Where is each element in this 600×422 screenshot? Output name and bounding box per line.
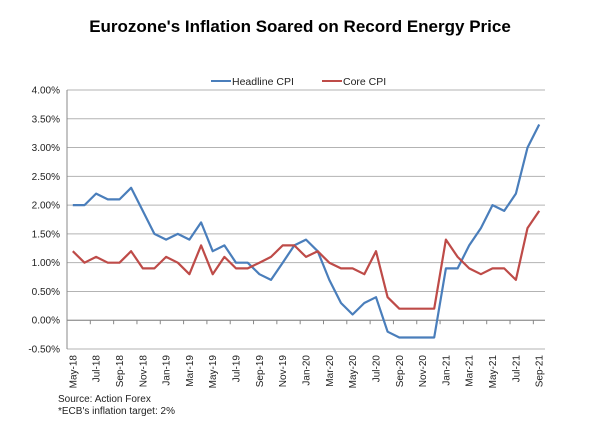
y-axis-ticks: -0.50% 0.00% 0.50% 1.00% 1.50% 2.00% 2.50% 3.00… [28, 86, 60, 356]
y-tick-label: 2.50% [32, 172, 60, 183]
x-axis-ticks: May-18 Jul-18 Sep-18 Nov-18 Jan-19 Mar-19 May-… [68, 355, 545, 389]
x-tick-label: Jul-21 [511, 355, 522, 383]
y-tick-label: 2.00% [32, 201, 60, 212]
series-line-headline-cpi [72, 124, 541, 339]
x-tick-label: Sep-21 [535, 355, 546, 388]
legend-label: Core CPI [343, 76, 386, 88]
y-tick-label: 0.00% [32, 316, 60, 327]
series-line-core-cpi [72, 210, 541, 310]
x-tick-label: Mar-20 [325, 355, 336, 387]
x-tick-label: Mar-19 [185, 355, 196, 387]
legend: Headline CPI Core CPI [211, 76, 386, 88]
x-tick-label: Sep-19 [255, 355, 266, 388]
x-tick-label: Nov-20 [418, 355, 429, 388]
axes [66, 90, 545, 349]
x-tick-label: Jan-20 [302, 355, 313, 386]
x-tick-label: Nov-19 [278, 355, 289, 388]
x-tick-label: Nov-18 [138, 355, 149, 388]
target-note: *ECB's inflation target: 2% [58, 406, 175, 417]
y-tick-label: 0.50% [32, 287, 60, 298]
x-tick-label: May-18 [68, 355, 79, 389]
x-tick-label: May-21 [488, 355, 499, 389]
gridlines [67, 89, 545, 350]
y-tick-label: -0.50% [28, 345, 60, 356]
source-note: Source: Action Forex [58, 394, 151, 405]
y-tick-label: 4.00% [32, 86, 60, 97]
y-tick-label: 3.00% [32, 143, 60, 154]
y-tick-label: 1.50% [32, 229, 60, 240]
y-tick-label: 1.00% [32, 258, 60, 269]
x-tick-label: May-20 [348, 355, 359, 389]
x-tick-label: Sep-18 [115, 355, 126, 388]
x-tick-label: Jan-21 [441, 355, 452, 386]
y-tick-label: 3.50% [32, 114, 60, 125]
x-tick-label: Jul-18 [92, 355, 103, 383]
legend-label: Headline CPI [232, 76, 294, 88]
x-tick-label: Mar-21 [465, 355, 476, 387]
x-tick-label: Sep-20 [395, 355, 406, 388]
x-tick-label: Jan-19 [162, 355, 173, 386]
x-tick-label: Jul-19 [232, 355, 243, 383]
x-tick-label: May-19 [208, 355, 219, 389]
chart-title: Eurozone's Inflation Soared on Record En… [89, 17, 511, 36]
series-lines [72, 124, 541, 339]
x-tick-label: Jul-20 [371, 355, 382, 383]
